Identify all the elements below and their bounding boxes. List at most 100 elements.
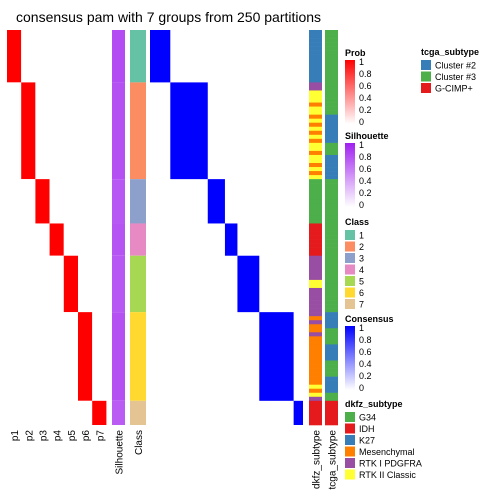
dkfz-subtype-cell [309, 384, 322, 390]
dkfz-subtype-cell [309, 376, 322, 381]
tcga-subtype-cell [325, 175, 338, 180]
legend-class-label: 2 [359, 242, 364, 252]
legend-tcga-subtype-label: Cluster #2 [435, 61, 476, 71]
tcga-subtype-cell [325, 324, 338, 329]
legend-silhouette-colorbar [345, 143, 355, 207]
dkfz-subtype-cell [309, 38, 322, 43]
tcga-subtype-cell [325, 179, 338, 184]
tcga-subtype-cell [325, 223, 338, 228]
tcga-subtype-cell [325, 82, 338, 87]
tcga-subtype-cell [325, 308, 338, 313]
column-label-class: Class [134, 430, 145, 455]
dkfz-subtype-cell [309, 396, 322, 402]
legend-prob-colorbar [345, 60, 355, 124]
prob-cell-class5-p4 [49, 255, 64, 313]
prob-cell-class6-p3 [35, 312, 50, 401]
tcga-subtype-cell [325, 54, 338, 59]
dkfz-subtype-cell [309, 231, 322, 236]
prob-cell-class4-p3 [35, 223, 50, 256]
dkfz-subtype-cell [309, 126, 322, 132]
column-label-p6: p6 [81, 430, 92, 442]
tcga-subtype-cell [325, 50, 338, 55]
tcga-subtype-cell [325, 154, 338, 160]
tcga-subtype-cell [325, 263, 338, 269]
dkfz-subtype-cell [309, 300, 322, 305]
tcga-subtype-cell [325, 243, 338, 248]
dkfz-subtype-cell [309, 118, 322, 124]
legend-dkfz-subtype-label: RTK I PDGFRA [359, 459, 422, 469]
legend-tcga-subtype-label: Cluster #3 [435, 72, 476, 82]
dkfz-subtype-cell [309, 158, 322, 164]
tcga-subtype-cell [325, 336, 338, 341]
tcga-subtype-cell [325, 46, 338, 51]
legend-silhouette-tick: 0.8 [359, 152, 372, 162]
dkfz-subtype-cell [309, 364, 322, 369]
chart-title: consensus pam with 7 groups from 250 par… [16, 9, 321, 25]
tcga-subtype-cell [325, 110, 338, 115]
legend-class-label: 1 [359, 231, 364, 241]
class-block-4 [130, 223, 146, 256]
tcga-subtype-cell [325, 287, 338, 293]
prob-cell-class2-p6 [78, 82, 93, 180]
prob-cell-class3-p2 [21, 179, 36, 224]
dkfz-subtype-cell [309, 223, 322, 228]
prob-cell-class5-p2 [21, 255, 36, 313]
legend-tcga-subtype-label: G-CIMP+ [435, 84, 473, 94]
prob-cell-class1-p3 [35, 30, 50, 83]
tcga-subtype-cell [325, 138, 338, 144]
legend-consensus-colorbar [345, 326, 355, 390]
tcga-subtype-cell [325, 380, 338, 385]
dkfz-subtype-cell [309, 74, 322, 79]
tcga-subtype-cell [325, 283, 338, 289]
silhouette-column [112, 30, 125, 425]
prob-cell-class3-p5 [63, 179, 78, 224]
dkfz-subtype-cell [309, 66, 322, 71]
dkfz-subtype-cell [309, 30, 322, 35]
consensus-block-class5 [237, 255, 260, 313]
tcga-subtype-cell [325, 412, 338, 418]
tcga-subtype-cell [325, 239, 338, 244]
prob-cell-class5-p6 [78, 255, 93, 313]
legend-class-swatch [345, 253, 355, 263]
tcga-subtype-cell [325, 251, 338, 257]
legend-prob-tick: 1 [359, 57, 364, 67]
class-block-1 [130, 30, 146, 83]
tcga-subtype-cell [325, 267, 338, 273]
dkfz-subtype-cell [309, 267, 322, 273]
legend-dkfz-subtype-label: K27 [359, 436, 375, 446]
dkfz-subtype-cell [309, 400, 322, 406]
dkfz-subtype-cell [309, 420, 322, 426]
tcga-subtype-cell [325, 142, 338, 148]
prob-cell-class5-p3 [35, 255, 50, 313]
tcga-subtype-column [325, 30, 338, 426]
tcga-subtype-cell [325, 34, 338, 39]
legend-class-label: 3 [359, 254, 364, 264]
dkfz-subtype-cell [309, 336, 322, 341]
dkfz-subtype-column [309, 30, 322, 426]
dkfz-subtype-cell [309, 324, 322, 329]
tcga-subtype-cell [325, 304, 338, 309]
tcga-subtype-cell [325, 38, 338, 43]
dkfz-subtype-cell [309, 312, 322, 317]
dkfz-subtype-cell [309, 94, 322, 99]
silhouette-bar-class7 [112, 400, 125, 425]
dkfz-subtype-cell [309, 211, 322, 216]
tcga-subtype-cell [325, 167, 338, 172]
legend-silhouette-tick: 0 [359, 200, 364, 210]
prob-cell-class1-p1 [7, 30, 22, 83]
dkfz-subtype-cell [309, 296, 322, 301]
dkfz-subtype-cell [309, 134, 322, 140]
dkfz-subtype-cell [309, 344, 322, 349]
prob-cell-class4-p6 [78, 223, 93, 256]
tcga-subtype-cell [325, 98, 338, 103]
legend-class-swatch [345, 230, 355, 240]
tcga-subtype-cell [325, 384, 338, 390]
consensus-block-class4 [224, 223, 238, 256]
dkfz-subtype-cell [309, 247, 322, 252]
dkfz-subtype-cell [309, 368, 322, 373]
dkfz-subtype-cell [309, 263, 322, 269]
dkfz-subtype-cell [309, 392, 322, 398]
tcga-subtype-cell [325, 291, 338, 297]
prob-cell-class4-p2 [21, 223, 36, 256]
tcga-subtype-cell [325, 163, 338, 168]
